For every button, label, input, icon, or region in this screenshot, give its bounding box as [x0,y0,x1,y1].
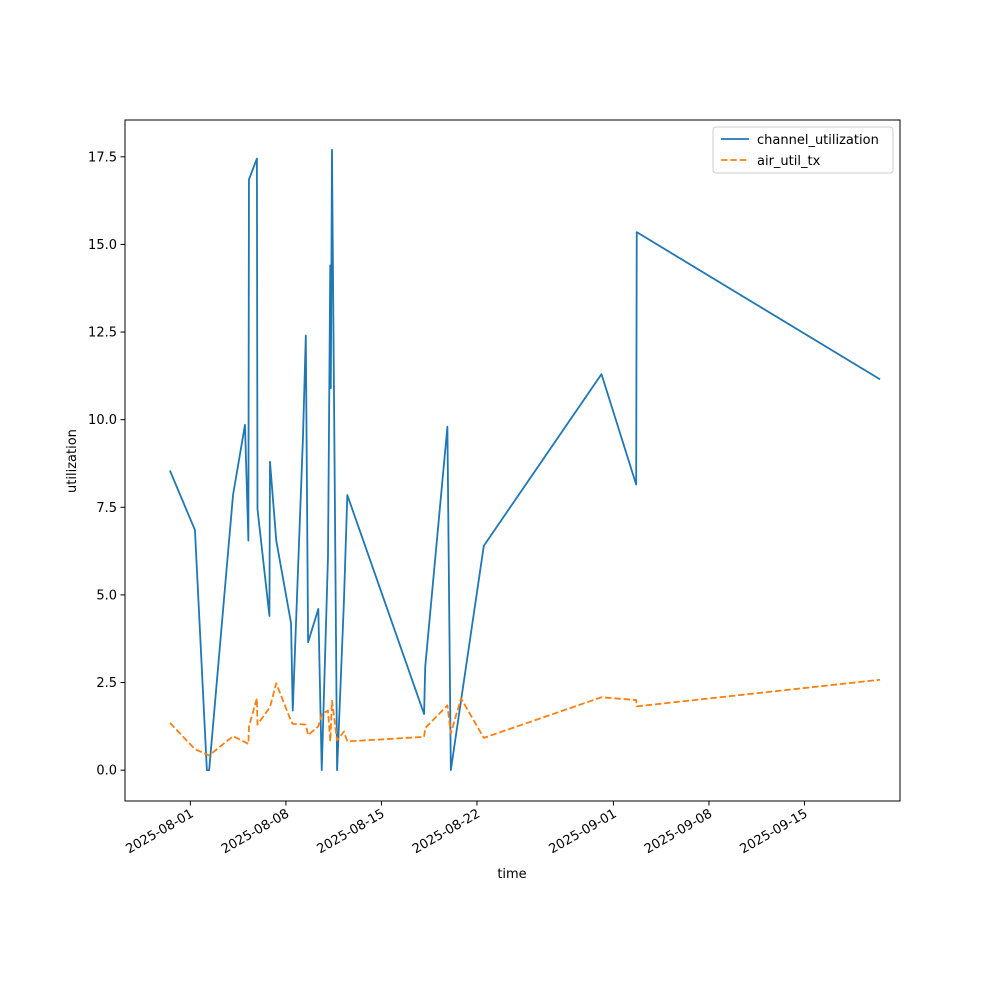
series-line-channel-utilization [169,148,881,772]
legend-label-air-util-tx: air_util_tx [757,154,821,169]
y-tick-label: 5.0 [96,588,117,603]
legend-label-channel-utilization: channel_utilization [757,133,879,148]
series-line-air-util-tx [169,678,881,757]
y-tick-label: 12.5 [88,326,117,341]
y-tick-label: 2.5 [96,676,117,691]
y-axis: 0.0 2.5 5.0 7.5 10.0 12.5 15.0 17.5 [88,150,125,779]
plot-lines [169,148,881,772]
y-tick-label: 0.0 [96,764,117,779]
plot-frame [124,119,901,802]
y-tick-label: 7.5 [96,501,117,516]
x-axis-label: time [497,867,526,882]
y-tick-label: 10.0 [88,413,117,428]
legend-box [712,126,894,174]
y-tick-label: 15.0 [88,238,117,253]
y-axis-label: utilization [65,429,80,493]
y-tick-label: 17.5 [88,150,117,165]
legend: channel_utilization air_util_tx [712,126,894,174]
